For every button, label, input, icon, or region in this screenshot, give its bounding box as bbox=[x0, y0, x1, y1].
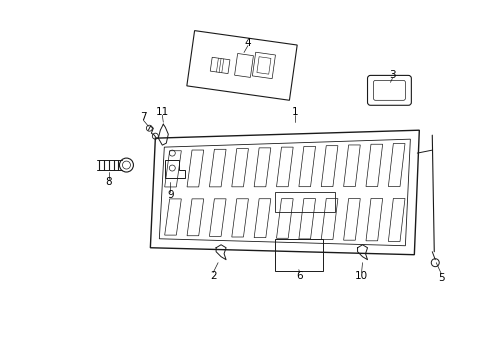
Text: 2: 2 bbox=[209, 271, 216, 281]
Text: 6: 6 bbox=[296, 271, 303, 281]
Text: 5: 5 bbox=[437, 273, 444, 283]
Text: 10: 10 bbox=[354, 271, 367, 281]
Text: 3: 3 bbox=[388, 71, 395, 80]
Text: 11: 11 bbox=[155, 107, 168, 117]
Text: 9: 9 bbox=[166, 190, 173, 200]
Text: 4: 4 bbox=[244, 37, 251, 48]
Text: 8: 8 bbox=[105, 177, 112, 187]
Text: 1: 1 bbox=[291, 107, 298, 117]
Text: 7: 7 bbox=[140, 112, 146, 122]
